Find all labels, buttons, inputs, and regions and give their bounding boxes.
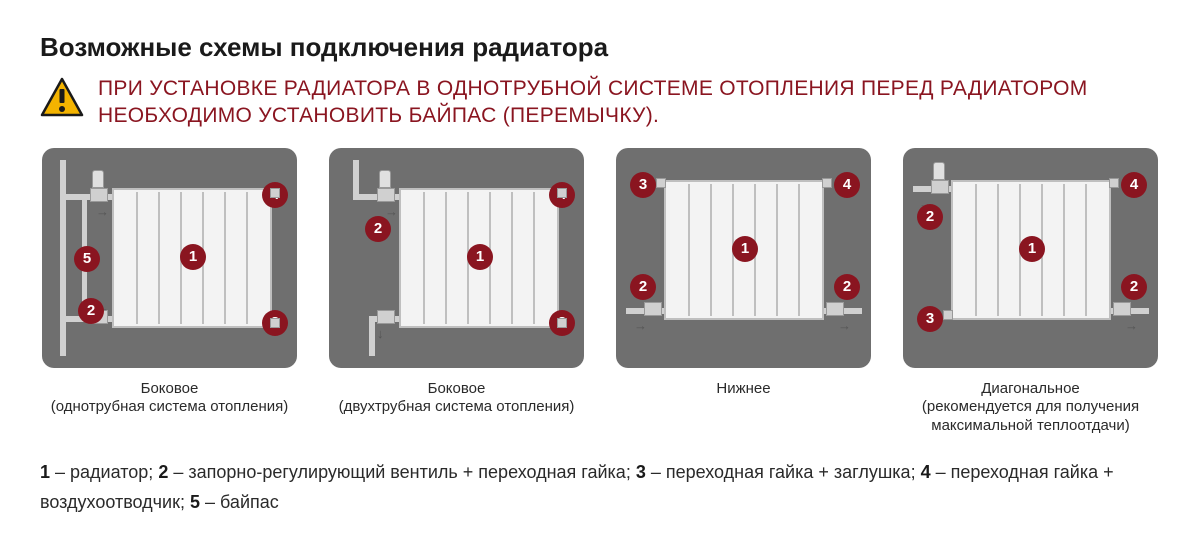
badge-4: 4 (834, 172, 860, 198)
badge-5: 5 (74, 246, 100, 272)
scheme-caption: Боковое (двухтрубная система отопления) (339, 380, 575, 418)
badge-2r: 2 (1121, 274, 1147, 300)
scheme-diagonal: → → 1 2 2 3 4 Диагональное (рекомендуетс… (901, 148, 1160, 436)
warning-block: ПРИ УСТАНОВКЕ РАДИАТОРА В ОДНОТРУБНОЙ СИ… (40, 75, 1160, 130)
scheme-side-two: → ↓ 1 2 3 4 Боковое (двухтрубная система… (327, 148, 586, 436)
scheme-panel: → ← 1 2 3 4 5 (42, 148, 297, 368)
badge-1: 1 (732, 236, 758, 262)
badge-3: 3 (630, 172, 656, 198)
badge-4: 4 (1121, 172, 1147, 198)
badge-2l: 2 (630, 274, 656, 300)
badge-2: 2 (365, 216, 391, 242)
scheme-panel: → ↓ 1 2 3 4 (329, 148, 584, 368)
legend: 1 – радиатор; 2 – запорно-регулирующий в… (40, 458, 1160, 517)
warning-icon (40, 77, 84, 117)
scheme-bottom: → → 1 2 2 3 4 Нижнее (614, 148, 873, 436)
warning-text: ПРИ УСТАНОВКЕ РАДИАТОРА В ОДНОТРУБНОЙ СИ… (98, 75, 1160, 130)
scheme-panel: → → 1 2 2 3 4 (616, 148, 871, 368)
scheme-caption: Нижнее (716, 380, 770, 399)
schemes-row: → ← 1 2 3 4 5 Боковое (однотрубная систе… (40, 148, 1160, 436)
scheme-side-single: → ← 1 2 3 4 5 Боковое (однотрубная систе… (40, 148, 299, 436)
badge-1: 1 (1019, 236, 1045, 262)
badge-1: 1 (180, 244, 206, 270)
badge-2l: 2 (917, 204, 943, 230)
badge-2r: 2 (834, 274, 860, 300)
badge-3: 3 (917, 306, 943, 332)
scheme-caption: Боковое (однотрубная система отопления) (51, 380, 289, 418)
scheme-caption: Диагональное (рекомендуется для получени… (901, 380, 1160, 436)
scheme-panel: → → 1 2 2 3 4 (903, 148, 1158, 368)
badge-1: 1 (467, 244, 493, 270)
badge-2: 2 (78, 298, 104, 324)
page-title: Возможные схемы подключения радиатора (40, 32, 1160, 63)
